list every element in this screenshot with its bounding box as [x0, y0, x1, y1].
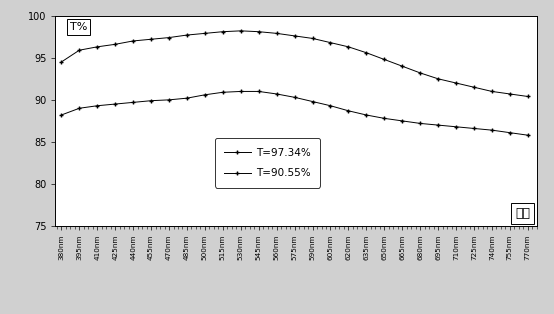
T=90.55% — [399, 119, 406, 123]
T=90.55% — [238, 89, 244, 93]
T=97.34% — [219, 30, 226, 34]
T=97.34% — [506, 92, 513, 96]
T=97.34% — [273, 31, 280, 35]
T=97.34% — [471, 85, 478, 89]
T=90.55% — [148, 99, 155, 103]
Text: T%: T% — [70, 22, 87, 32]
Legend: T=97.34%, T=90.55%: T=97.34%, T=90.55% — [215, 138, 320, 187]
T=97.34% — [94, 45, 101, 49]
T=97.34% — [76, 48, 83, 52]
T=90.55% — [130, 100, 136, 104]
T=97.34% — [435, 77, 442, 81]
T=97.34% — [363, 51, 370, 55]
T=97.34% — [309, 36, 316, 40]
T=90.55% — [76, 106, 83, 110]
T=97.34% — [148, 37, 155, 41]
T=97.34% — [58, 60, 65, 64]
Line: T=97.34%: T=97.34% — [59, 28, 530, 99]
T=90.55% — [202, 93, 208, 97]
T=90.55% — [327, 104, 334, 108]
T=97.34% — [166, 36, 172, 40]
T=90.55% — [58, 113, 65, 117]
T=90.55% — [489, 128, 495, 132]
T=97.34% — [112, 42, 119, 46]
T=97.34% — [345, 45, 352, 49]
T=90.55% — [525, 133, 531, 137]
T=97.34% — [327, 41, 334, 45]
T=90.55% — [471, 127, 478, 130]
T=90.55% — [183, 96, 190, 100]
T=97.34% — [238, 29, 244, 33]
T=90.55% — [273, 92, 280, 96]
T=90.55% — [112, 102, 119, 106]
T=97.34% — [183, 33, 190, 37]
T=90.55% — [435, 123, 442, 127]
Line: T=90.55%: T=90.55% — [59, 89, 530, 138]
T=90.55% — [506, 131, 513, 135]
T=90.55% — [345, 109, 352, 113]
T=90.55% — [381, 116, 388, 120]
T=90.55% — [166, 98, 172, 102]
T=90.55% — [417, 122, 423, 125]
T=97.34% — [130, 39, 136, 43]
T=97.34% — [525, 95, 531, 98]
T=90.55% — [94, 104, 101, 108]
T=90.55% — [219, 90, 226, 94]
T=97.34% — [255, 30, 262, 34]
T=90.55% — [363, 113, 370, 117]
T=97.34% — [202, 31, 208, 35]
T=90.55% — [291, 95, 298, 99]
T=97.34% — [417, 71, 423, 75]
T=97.34% — [453, 81, 459, 85]
Text: 波长: 波长 — [515, 207, 530, 220]
T=97.34% — [399, 64, 406, 68]
T=97.34% — [489, 89, 495, 93]
T=90.55% — [453, 125, 459, 129]
T=90.55% — [255, 89, 262, 93]
T=90.55% — [309, 100, 316, 103]
T=97.34% — [291, 34, 298, 38]
T=97.34% — [381, 57, 388, 61]
